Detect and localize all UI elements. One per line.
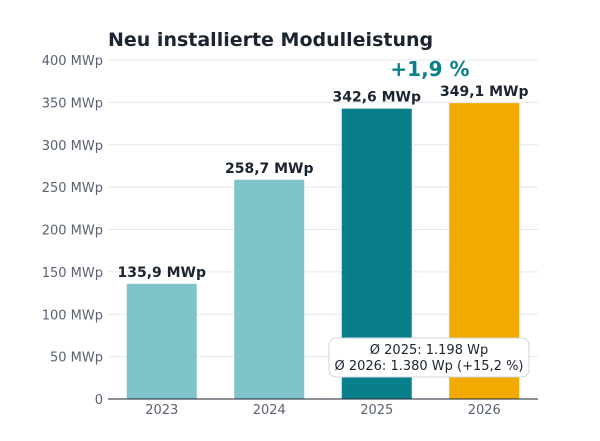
bars bbox=[126, 103, 520, 400]
y-tick-label: 350 MWp bbox=[42, 96, 103, 111]
bar-2023 bbox=[126, 283, 197, 399]
y-tick-label: 100 MWp bbox=[42, 308, 103, 323]
x-tick-label: 2025 bbox=[360, 403, 393, 418]
value-label-2026: 349,1 MWp bbox=[440, 84, 529, 100]
x-axis-ticks: 2023 2024 2025 2026 bbox=[145, 403, 501, 418]
y-tick-label: 50 MWp bbox=[50, 351, 103, 366]
bar-2024 bbox=[234, 179, 305, 399]
y-tick-label: 200 MWp bbox=[42, 224, 103, 239]
x-tick-label: 2024 bbox=[253, 403, 286, 418]
y-axis-ticks: 0 50 MWp 100 MWp 150 MWp 200 MWp 250 MWp 300 M… bbox=[42, 54, 103, 408]
growth-annotation: +1,9 % bbox=[390, 57, 469, 81]
chart-title: Neu installierte Modulleistung bbox=[108, 29, 433, 51]
y-tick-label: 400 MWp bbox=[42, 54, 103, 69]
value-label-2024: 258,7 MWp bbox=[225, 161, 314, 177]
note-line-2: Ø 2026: 1.380 Wp (+15,2 %) bbox=[334, 359, 523, 374]
value-labels: 135,9 MWp 258,7 MWp 342,6 MWp 349,1 MWp bbox=[117, 84, 528, 281]
value-label-2023: 135,9 MWp bbox=[117, 265, 206, 281]
x-tick-label: 2023 bbox=[145, 403, 178, 418]
note-box: Ø 2025: 1.198 Wp Ø 2026: 1.380 Wp (+15,2… bbox=[328, 337, 530, 378]
y-tick-label: 150 MWp bbox=[42, 266, 103, 281]
note-box-background bbox=[328, 337, 530, 378]
value-label-2025: 342,6 MWp bbox=[332, 90, 421, 106]
note-line-1: Ø 2025: 1.198 Wp bbox=[370, 343, 488, 358]
x-tick-label: 2026 bbox=[468, 403, 501, 418]
y-tick-label: 300 MWp bbox=[42, 139, 103, 154]
y-tick-label: 0 bbox=[95, 393, 103, 408]
y-tick-label: 250 MWp bbox=[42, 181, 103, 196]
